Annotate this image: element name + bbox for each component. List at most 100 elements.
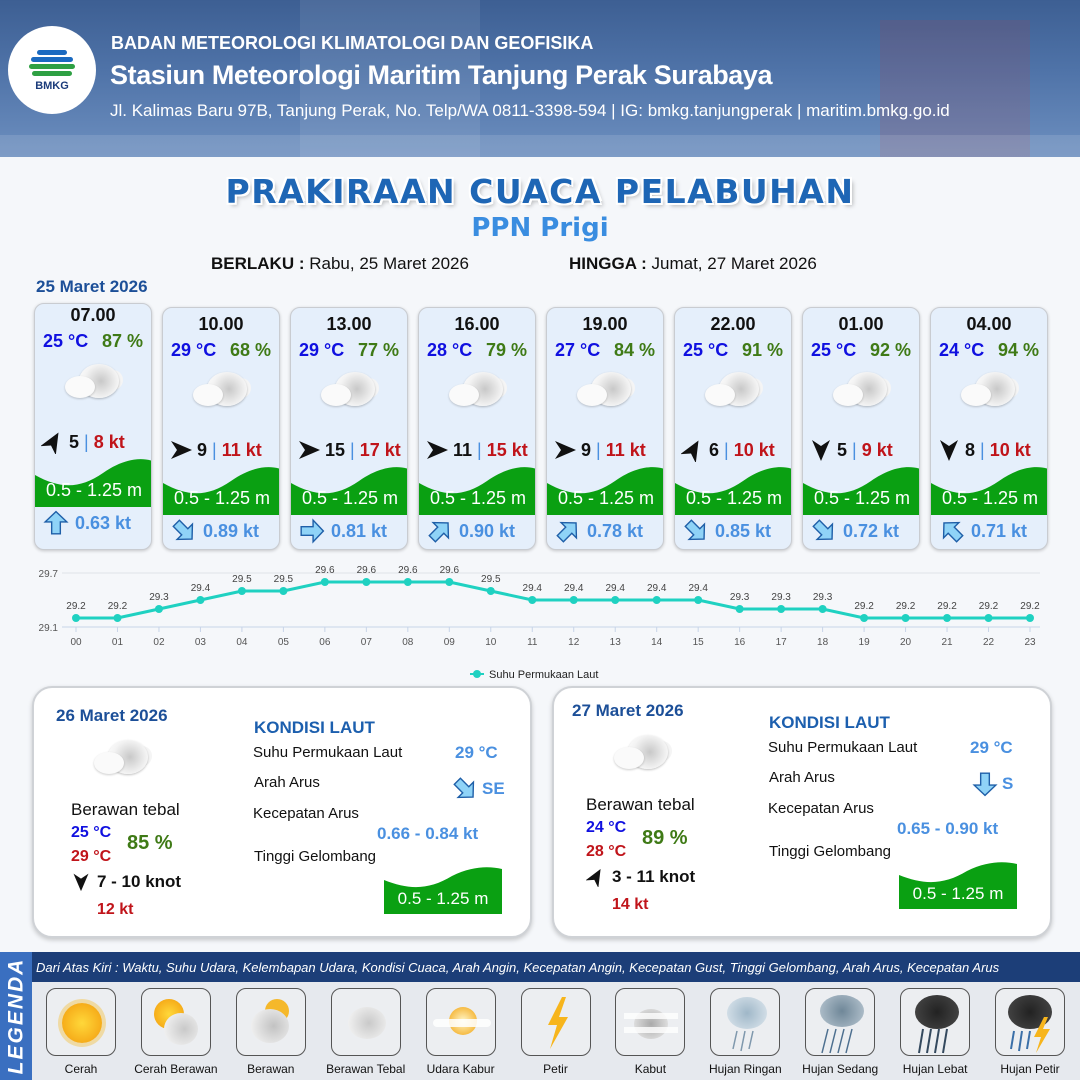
day-panel-26-maret: 26 Maret 2026 Berawan tebal 25 °C 29 °C … — [32, 686, 532, 938]
forecast-time: 10.00 — [198, 314, 244, 334]
forecast-card-07.00: 07.00 25 °C 87 % 5 | 8 kt 0.5 - 1.25 m 0.6… — [34, 303, 152, 550]
forecast-card-04.00: 04.00 24 °C 94 % 8 | 10 kt 0.5 - 1.25 m 0.… — [930, 307, 1048, 550]
humidity: 89 % — [642, 827, 688, 849]
current-speed: 0.72 kt — [843, 520, 900, 541]
data-point — [569, 596, 578, 604]
humidity: 84 % — [613, 340, 655, 360]
current-speed: 0.85 kt — [715, 520, 772, 541]
wind-info: 3 - 11 knot — [586, 867, 695, 887]
wave-shape — [163, 467, 279, 515]
temp-min: 25 °C — [71, 824, 112, 841]
wind-range: 7 - 10 knot — [97, 872, 182, 891]
data-point — [777, 605, 786, 613]
wave-shape — [899, 862, 1017, 909]
data-label: 29.3 — [149, 592, 169, 603]
overcast-cloud-icon — [610, 733, 672, 777]
logo-text: BMKG — [35, 79, 69, 92]
data-label: 29.4 — [647, 583, 667, 594]
temp-max: 28 °C — [586, 843, 627, 860]
data-point — [818, 605, 827, 613]
overcast-cloud-icon — [573, 370, 635, 414]
current-speed: 0.90 kt — [459, 520, 516, 541]
wave-height: 0.5 - 1.25 m — [397, 889, 489, 908]
wave-height: 0.5 - 1.25 m — [685, 488, 783, 508]
data-point — [1026, 614, 1034, 622]
data-point — [154, 605, 163, 613]
current-speed: 0.89 kt — [203, 520, 260, 541]
data-point — [943, 614, 952, 622]
current-info: 0.78 kt — [555, 518, 643, 544]
overcast-cloud-icon — [445, 370, 507, 414]
sea-condition-title: KONDISI LAUT — [769, 713, 890, 732]
wave-height-label: Tinggi Gelombang — [254, 848, 377, 865]
wind-direction-icon — [427, 441, 448, 459]
legend-title-bar: LEGENDA — [0, 952, 32, 1080]
data-point — [528, 596, 537, 604]
x-tick-label: 01 — [112, 637, 124, 648]
wave-shape — [931, 467, 1047, 515]
wind-direction-icon — [812, 440, 830, 461]
gust-speed: 14 kt — [612, 896, 649, 913]
cloudy-icon — [235, 988, 306, 1056]
y-tick-label: 29.7 — [39, 569, 59, 580]
wind-direction-icon — [73, 873, 89, 892]
current-direction-label: Arah Arus — [254, 774, 320, 791]
x-tick-label: 19 — [859, 637, 871, 648]
data-point — [237, 587, 246, 595]
gust-speed: 15 kt — [486, 439, 528, 460]
current-direction-value: S — [1002, 774, 1014, 793]
legend-item-hujan-ringan: Hujan Ringan — [700, 988, 790, 1076]
data-point — [403, 578, 412, 586]
x-tick-label: 17 — [776, 637, 788, 648]
wind-info: 11 | 15 kt — [425, 438, 531, 462]
wind-info: 15 | 17 kt — [297, 438, 403, 462]
current-speed: 0.81 kt — [331, 520, 388, 541]
current-direction-icon — [172, 519, 194, 541]
data-point — [320, 578, 329, 586]
wave-height: 0.5 - 1.25 m — [912, 884, 1004, 903]
wind-speed: 9 — [197, 439, 208, 460]
legend-item-label: Udara Kabur — [426, 1062, 495, 1076]
wave-shape — [675, 467, 791, 515]
x-tick-label: 13 — [610, 637, 622, 648]
legend-item-label: Petir — [543, 1062, 568, 1076]
overcast-cloud-icon — [90, 738, 152, 782]
data-label: 29.4 — [605, 583, 625, 594]
wind-info: 9 | 11 kt — [553, 438, 659, 462]
data-label: 29.3 — [813, 592, 833, 603]
data-point — [196, 596, 205, 604]
x-tick-label: 11 — [527, 637, 538, 648]
overcast-cloud-icon — [701, 370, 763, 414]
current-info: 0.71 kt — [939, 518, 1027, 544]
legend-item-label: Cerah Berawan — [134, 1062, 218, 1076]
valid-from: BERLAKU : Rabu, 25 Maret 2026 — [211, 254, 469, 274]
gust-speed: 12 kt — [97, 901, 134, 918]
forecast-card-10.00: 10.00 29 °C 68 % 9 | 11 kt 0.5 - 1.25 m 0.… — [162, 307, 280, 550]
legend-icons: Cerah Cerah Berawan Berawan Berawan Tebal Ud… — [32, 982, 1080, 1080]
data-point — [279, 587, 288, 595]
gust-speed: 8 kt — [93, 431, 125, 452]
current-info: 0.89 kt — [171, 518, 259, 544]
wind-speed: 5 — [69, 431, 80, 452]
forecast-date: 26 Maret 2026 — [56, 706, 168, 725]
x-tick-label: 21 — [941, 637, 953, 648]
air-temperature: 25 °C — [43, 331, 89, 351]
air-temperature: 27 °C — [555, 340, 601, 360]
data-point — [694, 596, 703, 604]
legend-title: LEGENDA — [4, 957, 27, 1075]
x-tick-label: 15 — [693, 637, 705, 648]
humidity: 68 % — [229, 340, 271, 360]
temp-max: 29 °C — [71, 848, 112, 865]
legend-item-label: Hujan Lebat — [902, 1062, 968, 1076]
wind-direction-icon — [171, 441, 192, 459]
light-rain-icon — [710, 988, 781, 1056]
wave-shape — [35, 459, 151, 507]
x-tick-label: 12 — [568, 637, 580, 648]
lightning-icon — [520, 988, 591, 1056]
gust-speed: 11 kt — [605, 439, 646, 460]
wave-height: 0.5 - 1.25 m — [941, 488, 1039, 508]
legend-item-label: Kabut — [634, 1062, 667, 1076]
wind-direction-icon — [555, 441, 576, 459]
wind-direction-icon — [940, 440, 958, 461]
forecast-time: 16.00 — [454, 314, 500, 334]
